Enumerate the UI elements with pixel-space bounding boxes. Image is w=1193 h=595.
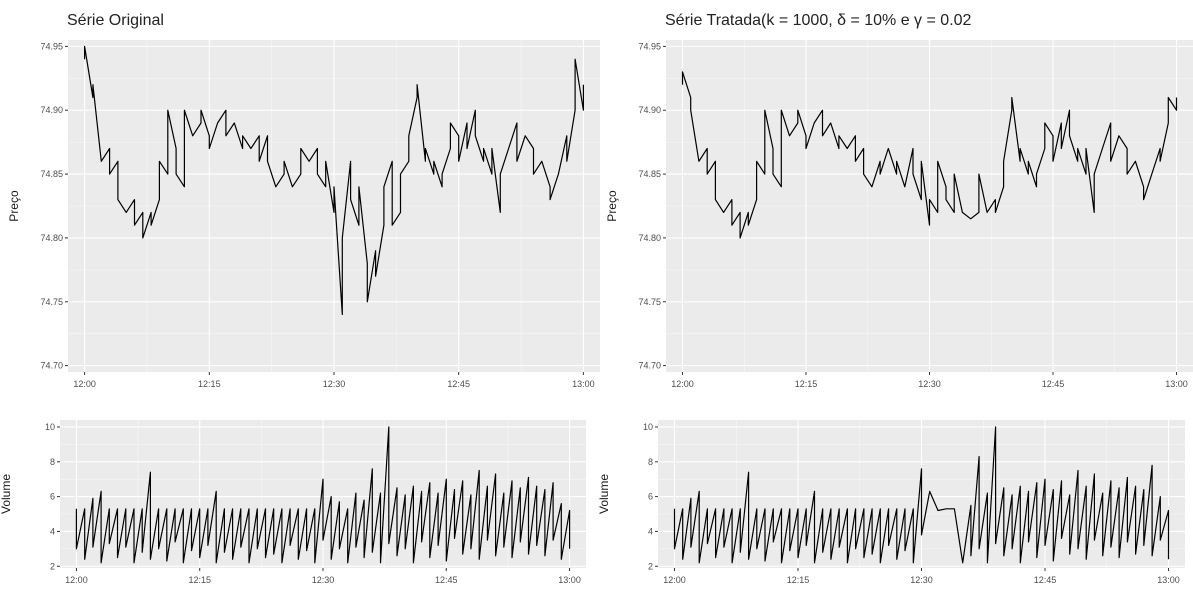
major-grid bbox=[68, 40, 600, 372]
x-tick-labels: 12:00 12:15 12:30 12:45 13:00 bbox=[663, 568, 1180, 585]
x-tick-label: 12:45 bbox=[1034, 575, 1057, 585]
y-tick-labels: 2 4 6 8 10 bbox=[45, 422, 60, 571]
y-tick-label: 2 bbox=[648, 561, 653, 571]
x-tick-label: 12:15 bbox=[787, 575, 810, 585]
x-tick-label: 12:00 bbox=[671, 379, 694, 389]
x-tick-label: 13:00 bbox=[572, 379, 595, 389]
x-tick-label: 12:45 bbox=[1042, 379, 1065, 389]
y-tick-label: 74.90 bbox=[638, 105, 661, 115]
chart-price-original: 74.70 74.75 74.80 74.85 74.90 74.95 12:00 12:1… bbox=[7, 40, 600, 389]
y-tick-label: 74.70 bbox=[638, 361, 661, 371]
y-tick-label: 74.85 bbox=[40, 169, 63, 179]
y-tick-label: 4 bbox=[648, 526, 653, 536]
x-tick-label: 12:15 bbox=[198, 379, 221, 389]
y-tick-label: 74.95 bbox=[638, 41, 661, 51]
y-tick-labels: 74.70 74.75 74.80 74.85 74.90 74.95 bbox=[40, 41, 68, 371]
x-tick-label: 12:00 bbox=[65, 575, 88, 585]
y-tick-label: 74.85 bbox=[638, 169, 661, 179]
chart-title-original: Série Original bbox=[67, 12, 164, 29]
chart-volume-original: 2 4 6 8 10 12:00 12:15 12:30 12:45 13:00 Volume bbox=[0, 420, 586, 585]
y-axis-label: Preço bbox=[7, 190, 21, 222]
y-tick-label: 74.80 bbox=[638, 233, 661, 243]
y-axis-label: Volume bbox=[597, 474, 611, 514]
y-tick-label: 8 bbox=[648, 457, 653, 467]
x-tick-label: 12:30 bbox=[910, 575, 933, 585]
chart-price-treated: 74.70 74.75 74.80 74.85 74.90 74.95 12:00 12:1… bbox=[605, 40, 1193, 389]
chart-volume-treated: 2 4 6 8 10 12:00 12:15 12:30 12:45 13:00 Volume bbox=[597, 420, 1185, 585]
y-tick-label: 74.75 bbox=[638, 297, 661, 307]
y-tick-label: 6 bbox=[50, 492, 55, 502]
chart-title-treated: Série Tratada(k = 1000, δ = 10% e γ = 0.… bbox=[665, 12, 972, 29]
x-tick-label: 12:15 bbox=[795, 379, 818, 389]
x-tick-label: 12:30 bbox=[312, 575, 335, 585]
y-axis-label: Preço bbox=[605, 190, 619, 222]
x-tick-labels: 12:00 12:15 12:30 12:45 13:00 bbox=[65, 568, 581, 585]
volume-treated-line bbox=[673, 426, 1170, 564]
y-tick-label: 6 bbox=[648, 492, 653, 502]
x-tick-labels: 12:00 12:15 12:30 12:45 13:00 bbox=[73, 372, 595, 389]
y-tick-label: 74.80 bbox=[40, 233, 63, 243]
y-tick-label: 10 bbox=[643, 422, 653, 432]
volume-original-line bbox=[75, 426, 571, 564]
y-axis-label: Volume bbox=[0, 474, 13, 514]
x-tick-label: 13:00 bbox=[1157, 575, 1180, 585]
y-tick-label: 74.90 bbox=[40, 105, 63, 115]
y-tick-label: 4 bbox=[50, 526, 55, 536]
x-tick-label: 12:30 bbox=[323, 379, 346, 389]
y-tick-label: 74.95 bbox=[40, 41, 63, 51]
y-tick-label: 8 bbox=[50, 457, 55, 467]
x-tick-label: 12:00 bbox=[663, 575, 686, 585]
x-tick-label: 12:15 bbox=[188, 575, 211, 585]
price-treated-line bbox=[681, 71, 1178, 239]
x-tick-labels: 12:00 12:15 12:30 12:45 13:00 bbox=[671, 372, 1188, 389]
x-tick-label: 13:00 bbox=[1165, 379, 1188, 389]
y-tick-labels: 2 4 6 8 10 bbox=[643, 422, 658, 571]
x-tick-label: 13:00 bbox=[558, 575, 581, 585]
price-original-line bbox=[84, 45, 584, 316]
y-tick-label: 74.70 bbox=[40, 361, 63, 371]
y-tick-label: 74.75 bbox=[40, 297, 63, 307]
y-tick-labels: 74.70 74.75 74.80 74.85 74.90 74.95 bbox=[638, 41, 666, 371]
x-tick-label: 12:45 bbox=[447, 379, 470, 389]
x-tick-label: 12:00 bbox=[73, 379, 96, 389]
x-tick-label: 12:30 bbox=[918, 379, 941, 389]
y-tick-label: 2 bbox=[50, 561, 55, 571]
y-tick-label: 10 bbox=[45, 422, 55, 432]
x-tick-label: 12:45 bbox=[435, 575, 458, 585]
